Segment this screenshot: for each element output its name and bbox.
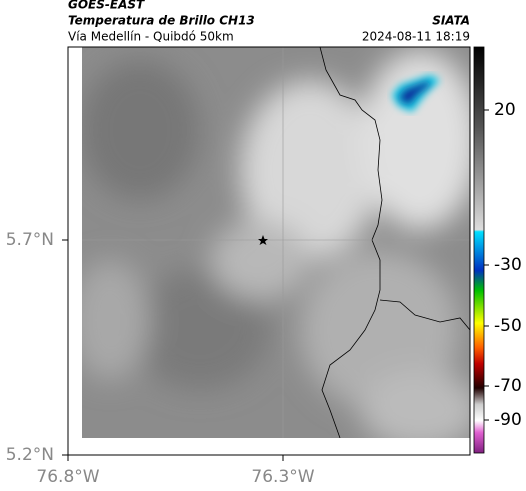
city-marker <box>258 235 268 245</box>
lon-tick-label: 76.3°W <box>251 467 314 487</box>
colorbar-tick-label: -90 <box>494 410 522 430</box>
map-frame <box>67 46 471 456</box>
title: GOES-EAST <box>68 0 145 12</box>
lat-tick-label: 5.2°N <box>6 445 54 465</box>
colorbar-tick-label: 20 <box>494 100 516 120</box>
region: Vía Medellín - Quibdó 50km <box>68 30 234 44</box>
source: SIATA <box>432 14 470 28</box>
colorbar-tick-label: -50 <box>494 316 522 336</box>
colorbar-tick-label: -30 <box>494 255 522 275</box>
colorbar-tick-label: -70 <box>494 376 522 396</box>
lat-tick-label: 5.7°N <box>6 230 54 250</box>
subtitle: Temperatura de Brillo CH13 <box>68 14 255 28</box>
lon-tick-label: 76.8°W <box>36 467 99 487</box>
timestamp: 2024-08-11 18:19 <box>362 30 470 44</box>
satellite-image <box>82 47 470 438</box>
colorbar <box>473 46 485 454</box>
